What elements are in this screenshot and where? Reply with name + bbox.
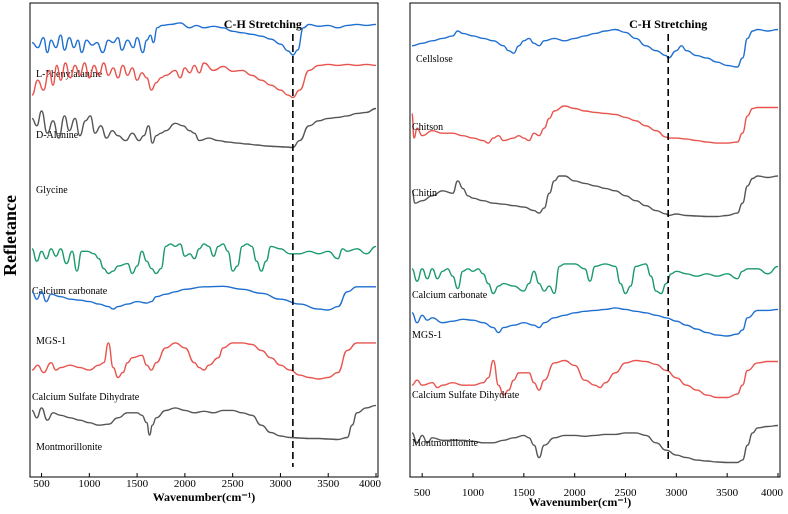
series-label: Chitin	[412, 188, 437, 199]
left-ch-annotation: C-H Stretching	[224, 17, 302, 31]
x-tick-label: 1500	[126, 478, 149, 490]
series-line-d-alanine	[31, 62, 377, 99]
y-axis-label: Refletance	[0, 195, 20, 276]
x-tick-label: 3000	[269, 478, 292, 490]
series-label: Calcium Sulfate Dihydrate	[412, 390, 520, 401]
x-tick-label: 4000	[761, 487, 784, 499]
series-label: Montmorillonite	[36, 442, 103, 453]
series-label: Chitson	[412, 122, 443, 133]
right-panel: Cellslose Chitson Chitin Calcium carbonate M…	[409, 2, 784, 509]
x-tick-label: 1500	[513, 487, 536, 499]
x-tick-label: 2500	[615, 487, 638, 499]
x-tick-label: 1000	[462, 487, 485, 499]
x-tick-label: 3000	[665, 487, 688, 499]
x-tick-label: 2000	[174, 478, 197, 490]
series-line-l-phenylalanine	[31, 22, 377, 56]
left-xaxis-label: Wavenumber(cm⁻¹)	[153, 490, 256, 504]
series-label: Montmorillonite	[412, 438, 479, 449]
series-label: Cellslose	[416, 54, 453, 65]
right-plot-frame	[409, 2, 781, 478]
series-line-chitson	[411, 105, 778, 144]
x-tick-label: 500	[33, 478, 50, 490]
series-line-calcium-sulfate-dihydrate	[31, 342, 376, 380]
series-label: Glycine	[36, 185, 68, 196]
x-tick-label: 3500	[716, 487, 739, 499]
series-label: Calcium carbonate	[412, 290, 488, 301]
series-line-calcium-sulfate-dihydrate	[411, 359, 778, 399]
left-xtick-layer: 500 1000 1500 2000 2500 3000 3500 4000	[33, 473, 382, 490]
series-line-chitin	[411, 175, 779, 218]
x-tick-label: 500	[414, 487, 431, 499]
x-tick-label: 3500	[317, 478, 340, 490]
right-ch-annotation: C-H Stretching	[629, 17, 707, 31]
right-xtick-layer: 500 1000 1500 2000 2500 3000 3500 4000	[414, 473, 784, 499]
series-line-calcium-carbonate	[411, 263, 779, 295]
x-tick-label: 2500	[222, 478, 245, 490]
right-series-layer: Cellslose Chitson Chitin Calcium carbonate M…	[411, 28, 779, 464]
x-tick-label: 1000	[78, 478, 101, 490]
series-label: Calcium Sulfate Dihydrate	[32, 392, 140, 403]
series-label: MGS-1	[36, 336, 66, 347]
series-line-montmorillonite	[31, 404, 377, 441]
series-line-cellslose	[411, 28, 779, 68]
left-plot-frame	[29, 2, 379, 478]
x-tick-label: 2000	[564, 487, 587, 499]
series-line-glycine	[31, 107, 377, 149]
x-tick-label: 4000	[359, 478, 382, 490]
series-line-mgs-1	[31, 285, 376, 311]
series-label: L-Phenylalanine	[36, 69, 103, 80]
right-xaxis-label: Wavenumber(cm⁻¹)	[529, 495, 632, 509]
series-line-montmorillonite	[411, 424, 779, 464]
series-line-mgs-1	[411, 307, 779, 337]
series-line-calcium-carbonate	[31, 243, 377, 275]
series-label: Calcium carbonate	[32, 286, 108, 297]
series-label: MGS-1	[412, 330, 442, 341]
